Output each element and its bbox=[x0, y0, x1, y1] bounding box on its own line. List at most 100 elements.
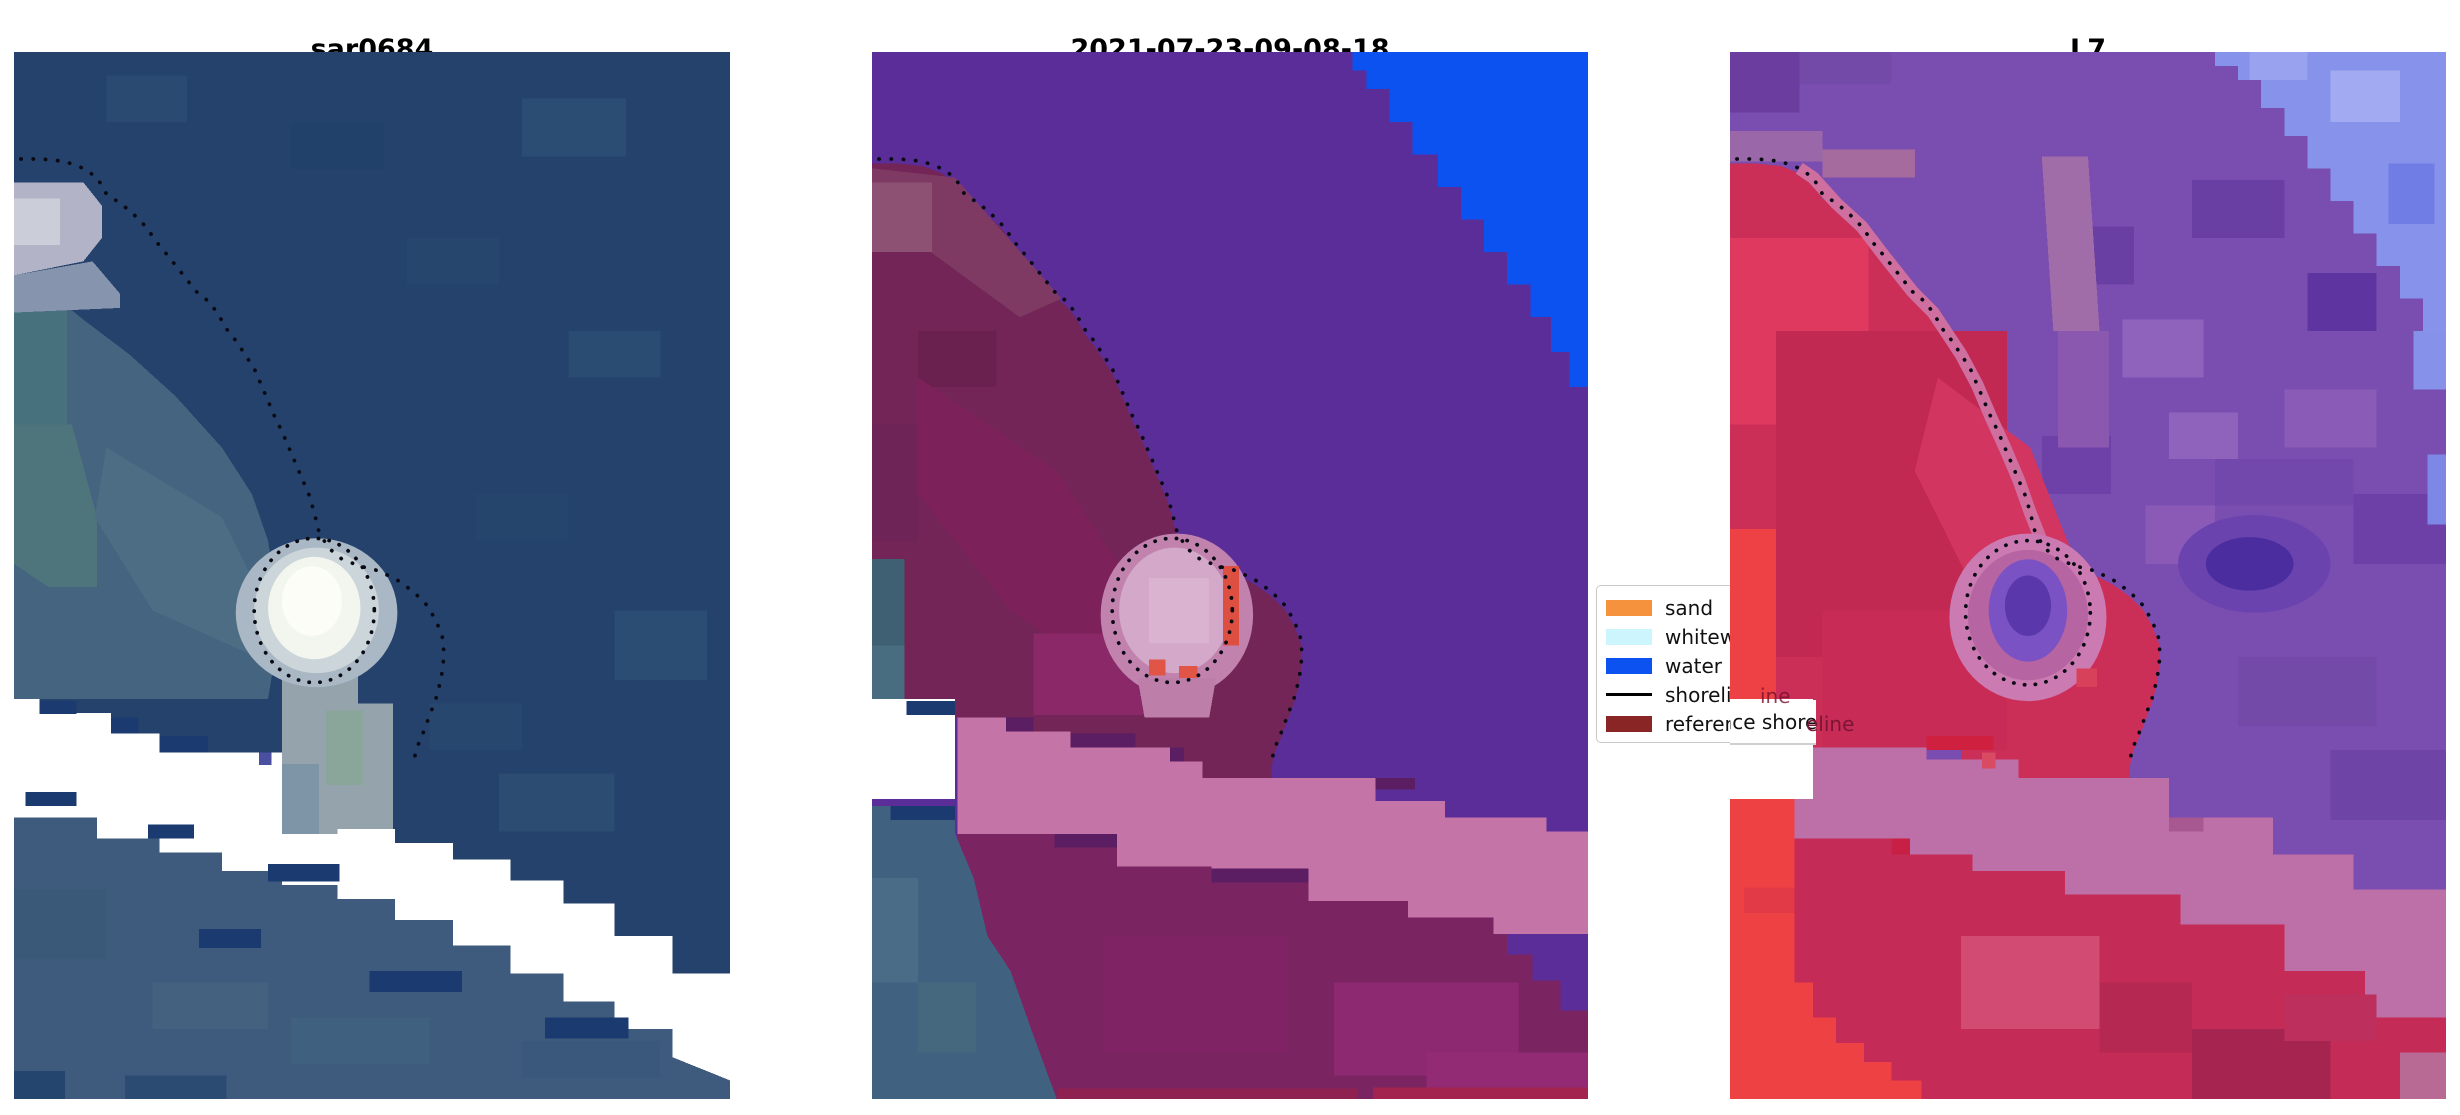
vivid-red-corner bbox=[1730, 798, 1922, 1099]
panel-image-l7 bbox=[1730, 52, 2446, 1099]
image-region bbox=[2284, 389, 2377, 448]
reference-shoreline-swatch-icon bbox=[1606, 715, 1652, 732]
image-region bbox=[2205, 537, 2294, 591]
image-region bbox=[872, 877, 919, 983]
image-region bbox=[2307, 273, 2377, 332]
image-region bbox=[1960, 936, 2100, 1030]
image-region bbox=[1375, 777, 1415, 790]
image-region bbox=[159, 736, 209, 753]
image-region bbox=[2249, 52, 2308, 80]
sand-red-pixels bbox=[1223, 566, 1240, 646]
image-region bbox=[111, 717, 139, 734]
periwinkle-water-corner bbox=[2215, 52, 2446, 332]
image-region bbox=[918, 982, 976, 1053]
image-region bbox=[2284, 994, 2377, 1041]
sand-swatch-icon bbox=[1606, 599, 1652, 616]
image-region bbox=[1149, 659, 1166, 676]
image-region bbox=[1822, 149, 1915, 178]
image-region bbox=[1507, 933, 1588, 1011]
image-region bbox=[406, 238, 500, 285]
water-class-corner bbox=[1352, 52, 1588, 388]
whitewater-swatch-icon bbox=[1606, 628, 1652, 645]
legend-clipped-text-tail: eline bbox=[1806, 712, 1855, 736]
image-region bbox=[918, 377, 1150, 704]
panel-image-sar bbox=[14, 52, 730, 1099]
image-region bbox=[14, 198, 61, 246]
sand-blob-core bbox=[281, 566, 342, 636]
image-region bbox=[1730, 528, 1777, 699]
panel-image-classified bbox=[872, 52, 1588, 1099]
image-region bbox=[2041, 156, 2100, 332]
image-region bbox=[1730, 52, 1800, 113]
image-region bbox=[2427, 454, 2446, 525]
image-region bbox=[1799, 52, 1892, 85]
water-swatch-icon bbox=[1606, 657, 1652, 674]
legend-label: sand bbox=[1665, 595, 1714, 620]
shoreline-dots-ellipse bbox=[252, 536, 377, 685]
image-region bbox=[918, 331, 997, 388]
dark-navy-pixel bbox=[906, 701, 956, 716]
image-region bbox=[872, 182, 933, 253]
shoreline-dots-ellipse bbox=[1963, 538, 2093, 687]
image-region bbox=[545, 1017, 629, 1039]
satellite-image-sar bbox=[14, 52, 730, 1099]
image-region bbox=[281, 763, 319, 834]
image-region bbox=[872, 645, 905, 699]
image-region bbox=[1056, 1088, 1358, 1099]
image-region bbox=[291, 1017, 430, 1065]
image-region bbox=[1005, 717, 1034, 732]
image-region bbox=[1926, 736, 1994, 750]
image-region bbox=[2122, 319, 2204, 378]
satellite-image-l7 bbox=[1730, 52, 2446, 1099]
image-region bbox=[2099, 982, 2192, 1053]
image-region bbox=[1169, 747, 1184, 762]
image-region bbox=[1743, 887, 1795, 913]
image-region bbox=[1137, 677, 1217, 718]
image-region bbox=[1070, 733, 1136, 748]
image-region bbox=[2191, 179, 2285, 239]
image-region bbox=[152, 982, 269, 1030]
image-region bbox=[2330, 70, 2400, 122]
image-region bbox=[14, 424, 98, 588]
shoreline-dots-ellipse bbox=[1110, 536, 1235, 685]
image-region bbox=[2215, 459, 2354, 506]
image-region bbox=[2399, 1052, 2446, 1099]
image-region bbox=[1981, 752, 1996, 769]
legend-label: water bbox=[1665, 653, 1722, 678]
image-region bbox=[2330, 750, 2446, 820]
image-region bbox=[1179, 666, 1198, 681]
image-region bbox=[14, 889, 107, 960]
image-region bbox=[475, 494, 569, 541]
image-region bbox=[2168, 817, 2204, 832]
image-region bbox=[890, 805, 956, 820]
reference-shoreline-band bbox=[957, 717, 1588, 934]
legend-clipped-through-nodata: reference shoreline bbox=[1730, 700, 1816, 745]
dark-navy-pixel bbox=[39, 701, 77, 714]
legend-clipped-text-mid: ine bbox=[1760, 684, 1791, 708]
image-region bbox=[14, 293, 68, 425]
image-region bbox=[499, 773, 615, 832]
no-data-stripe bbox=[14, 698, 730, 1081]
image-region bbox=[1054, 833, 1117, 848]
image-region bbox=[568, 331, 661, 378]
image-region bbox=[2413, 331, 2446, 390]
image-region bbox=[268, 864, 340, 882]
image-region bbox=[25, 791, 77, 806]
image-region bbox=[2076, 668, 2098, 688]
image-region bbox=[2238, 656, 2377, 727]
blob-purple-core bbox=[2004, 575, 2052, 636]
image-region bbox=[429, 703, 523, 750]
image-region bbox=[325, 710, 363, 785]
image-region bbox=[522, 98, 627, 157]
image-region bbox=[522, 1040, 661, 1079]
image-region bbox=[94, 447, 257, 657]
image-region bbox=[258, 752, 272, 766]
image-region bbox=[291, 121, 384, 169]
shoreline-line-icon bbox=[1606, 693, 1652, 696]
image-region bbox=[2168, 412, 2239, 460]
shore-transition bbox=[1795, 163, 2063, 565]
image-region bbox=[198, 929, 262, 948]
image-region bbox=[14, 1071, 65, 1099]
image-region bbox=[369, 971, 463, 992]
image-region bbox=[124, 1075, 227, 1099]
